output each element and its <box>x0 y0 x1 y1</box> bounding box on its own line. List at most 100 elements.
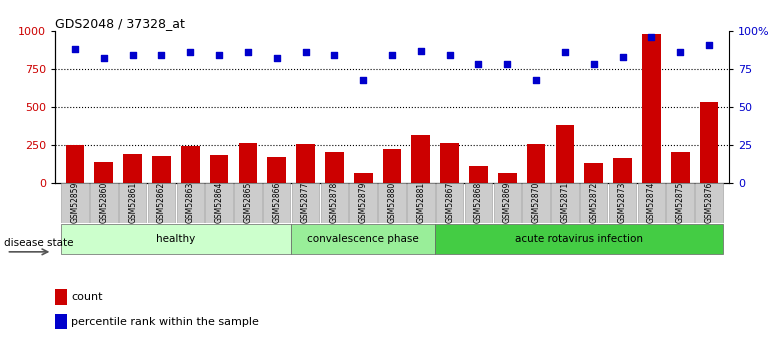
Bar <box>379 183 405 223</box>
Bar <box>210 155 228 183</box>
Bar <box>498 173 517 183</box>
Bar <box>637 183 665 223</box>
Bar <box>119 183 147 223</box>
Text: GSM52859: GSM52859 <box>71 182 79 223</box>
Point <box>559 50 572 55</box>
Point <box>616 54 629 60</box>
Bar <box>383 149 401 183</box>
Bar <box>55 289 67 305</box>
Bar <box>267 157 286 183</box>
Bar <box>441 144 459 183</box>
Bar <box>435 224 724 254</box>
Text: GSM52862: GSM52862 <box>157 182 166 223</box>
Text: GSM52875: GSM52875 <box>676 182 684 223</box>
Point <box>357 77 369 82</box>
Point <box>415 48 427 53</box>
Point <box>386 52 398 58</box>
Point <box>472 62 485 67</box>
Bar <box>551 183 579 223</box>
Bar <box>205 183 233 223</box>
Text: GSM52878: GSM52878 <box>330 182 339 223</box>
Bar <box>556 125 574 183</box>
Point <box>69 47 82 52</box>
Bar <box>95 162 113 183</box>
Bar <box>465 183 492 223</box>
Bar <box>152 156 171 183</box>
Point <box>501 62 514 67</box>
Text: GSM52865: GSM52865 <box>243 182 252 223</box>
Bar <box>238 142 257 183</box>
Bar <box>671 152 689 183</box>
Bar <box>148 183 175 223</box>
Bar <box>412 135 430 183</box>
Point <box>530 77 543 82</box>
Bar <box>354 173 372 183</box>
Bar <box>292 183 319 223</box>
Bar <box>527 144 546 183</box>
Text: GDS2048 / 37328_at: GDS2048 / 37328_at <box>55 17 185 30</box>
Point <box>97 56 110 61</box>
Bar <box>325 152 343 183</box>
Bar <box>176 183 204 223</box>
Text: GSM52881: GSM52881 <box>416 182 425 223</box>
Text: GSM52870: GSM52870 <box>532 182 541 223</box>
Point <box>328 52 340 58</box>
Text: GSM52880: GSM52880 <box>387 182 397 223</box>
Text: GSM52877: GSM52877 <box>301 182 310 223</box>
Point <box>270 56 283 61</box>
Text: GSM52863: GSM52863 <box>186 182 194 223</box>
Bar <box>494 183 521 223</box>
Point <box>184 50 197 55</box>
Bar <box>123 154 142 183</box>
Bar <box>60 224 291 254</box>
Bar <box>350 183 377 223</box>
Bar <box>609 183 636 223</box>
Text: acute rotavirus infection: acute rotavirus infection <box>515 234 644 244</box>
Point <box>241 50 254 55</box>
Bar <box>234 183 262 223</box>
Bar <box>181 146 200 183</box>
Point <box>299 50 312 55</box>
Text: GSM52868: GSM52868 <box>474 182 483 223</box>
Bar <box>296 144 315 183</box>
Bar <box>699 102 718 183</box>
Bar <box>291 224 435 254</box>
Bar <box>61 183 89 223</box>
Text: count: count <box>71 292 103 302</box>
Bar <box>321 183 348 223</box>
Text: GSM52861: GSM52861 <box>128 182 137 223</box>
Point <box>674 50 687 55</box>
Point <box>587 62 600 67</box>
Bar <box>55 314 67 329</box>
Bar <box>695 183 723 223</box>
Bar <box>66 145 85 183</box>
Point <box>444 52 456 58</box>
Bar <box>584 163 603 183</box>
Text: GSM52864: GSM52864 <box>215 182 223 223</box>
Text: GSM52860: GSM52860 <box>100 182 108 223</box>
Point <box>212 52 225 58</box>
Bar <box>436 183 463 223</box>
Bar <box>263 183 290 223</box>
Bar <box>469 166 488 183</box>
Text: GSM52869: GSM52869 <box>503 182 512 223</box>
Text: GSM52873: GSM52873 <box>618 182 627 223</box>
Text: GSM52879: GSM52879 <box>359 182 368 223</box>
Bar <box>90 183 118 223</box>
Text: healthy: healthy <box>156 234 195 244</box>
Bar <box>522 183 550 223</box>
Point <box>155 52 168 58</box>
Text: GSM52876: GSM52876 <box>705 182 713 223</box>
Bar <box>666 183 694 223</box>
Text: GSM52872: GSM52872 <box>590 182 598 223</box>
Text: convalescence phase: convalescence phase <box>307 234 419 244</box>
Point <box>702 42 715 48</box>
Bar <box>407 183 434 223</box>
Text: percentile rank within the sample: percentile rank within the sample <box>71 317 260 327</box>
Point <box>645 34 658 40</box>
Text: disease state: disease state <box>4 238 74 248</box>
Bar <box>580 183 608 223</box>
Text: GSM52867: GSM52867 <box>445 182 454 223</box>
Bar <box>642 34 661 183</box>
Point <box>126 52 139 58</box>
